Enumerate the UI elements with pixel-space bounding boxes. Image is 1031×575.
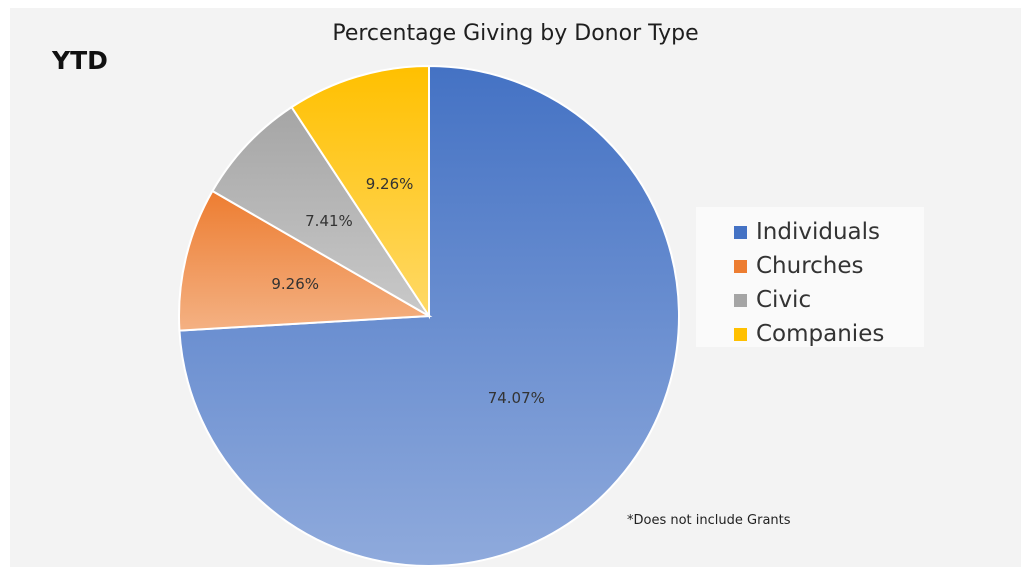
legend-label-churches: Churches	[756, 253, 864, 279]
legend-item-churches: Churches	[734, 249, 924, 283]
legend: Individuals Churches Civic Companies	[696, 207, 924, 347]
footnote: *Does not include Grants	[627, 513, 791, 528]
chart-title: Percentage Giving by Donor Type	[332, 21, 699, 46]
legend-label-civic: Civic	[756, 287, 812, 313]
pie-slices	[178, 64, 680, 567]
data-label-companies: 9.26%	[366, 175, 414, 193]
pie-slice-churches	[178, 189, 433, 332]
legend-label-companies: Companies	[756, 321, 885, 347]
pie-data-labels: 74.07% 9.26% 7.41% 9.26%	[271, 175, 545, 407]
legend-swatch-civic	[734, 293, 747, 307]
data-label-churches: 9.26%	[271, 275, 319, 293]
legend-swatch-companies	[734, 327, 747, 341]
legend-swatch-individuals	[734, 225, 747, 239]
pie-slice-civic	[211, 105, 430, 317]
legend-item-companies: Companies	[734, 317, 924, 351]
ytd-label: YTD	[52, 46, 108, 75]
legend-swatch-churches	[734, 259, 747, 273]
pie-slice-companies	[290, 64, 430, 320]
data-label-civic: 7.41%	[305, 212, 353, 230]
legend-item-individuals: Individuals	[734, 215, 924, 249]
legend-label-individuals: Individuals	[756, 219, 880, 245]
legend-item-civic: Civic	[734, 283, 924, 317]
data-label-individuals: 74.07%	[488, 389, 545, 407]
